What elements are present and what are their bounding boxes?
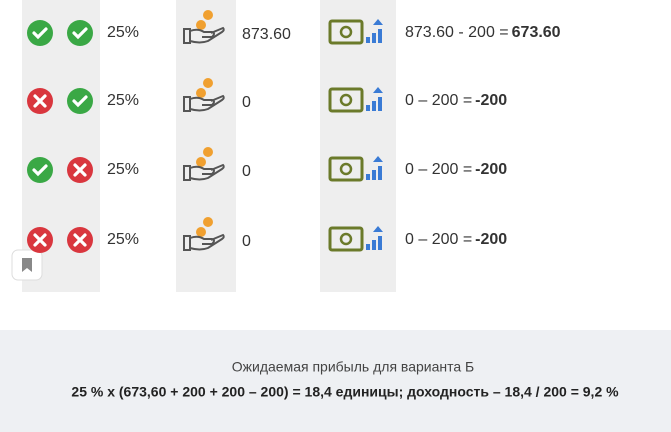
formula: 0 – 200 = xyxy=(405,161,472,178)
money-coin xyxy=(339,232,353,246)
check-mark xyxy=(72,27,88,40)
bookmark-button[interactable] xyxy=(11,249,43,281)
row: 25% 0 0 – 200 = -200 xyxy=(27,78,507,114)
formula: 0 – 200 = xyxy=(405,231,472,248)
hand-icon xyxy=(183,94,225,112)
result: -200 xyxy=(475,92,507,109)
summary-box xyxy=(0,330,671,432)
formula: 873.60 - 200 = xyxy=(405,24,509,41)
coin xyxy=(203,147,213,157)
check-mark xyxy=(32,27,48,40)
row: 25% 0 0 – 200 = -200 xyxy=(27,147,507,183)
money-coin xyxy=(339,25,353,39)
growth-arrow xyxy=(373,156,383,162)
payout: 873.60 xyxy=(242,26,291,43)
coin xyxy=(196,157,206,167)
growth-bar xyxy=(378,29,382,43)
check-mark xyxy=(32,164,48,177)
growth-bar xyxy=(366,244,370,250)
check-mark xyxy=(72,95,88,108)
result: 673.60 xyxy=(512,24,561,41)
coin xyxy=(203,78,213,88)
growth-bar xyxy=(372,170,376,180)
money-coin xyxy=(339,162,353,176)
growth-arrow xyxy=(373,87,383,93)
hand-icon xyxy=(183,26,225,44)
payout: 0 xyxy=(242,233,251,250)
coin xyxy=(196,227,206,237)
growth-bar xyxy=(372,240,376,250)
cross-mark xyxy=(33,233,47,247)
coin xyxy=(203,10,213,20)
probability: 25% xyxy=(107,161,139,178)
row: 25% 873.60 873.60 - 200 = 673.60 xyxy=(27,10,561,46)
growth-bar xyxy=(378,236,382,250)
formula: 0 – 200 = xyxy=(405,92,472,109)
growth-bar xyxy=(366,105,370,111)
formula-line: 0 – 200 = -200 xyxy=(405,231,507,248)
cross-mark xyxy=(33,94,47,108)
money-icon xyxy=(328,156,364,182)
hand-icon xyxy=(183,233,225,251)
summary-title: Ожидаемая прибыль для варианта Б xyxy=(232,359,474,375)
cross-mark xyxy=(73,233,87,247)
growth-bar xyxy=(378,166,382,180)
row: 25% 0 0 – 200 = -200 xyxy=(27,217,507,253)
formula-line: 0 – 200 = -200 xyxy=(405,92,507,109)
probability: 25% xyxy=(107,92,139,109)
bookmark-icon[interactable] xyxy=(22,258,32,272)
growth-bar xyxy=(366,37,370,43)
money-icon xyxy=(328,87,364,113)
formula-line: 0 – 200 = -200 xyxy=(405,161,507,178)
money-coin xyxy=(339,93,353,107)
coin xyxy=(196,88,206,98)
growth-bar xyxy=(366,174,370,180)
result: -200 xyxy=(475,161,507,178)
column-bg xyxy=(320,0,396,292)
payout: 0 xyxy=(242,94,251,111)
probability: 25% xyxy=(107,231,139,248)
payout: 0 xyxy=(242,163,251,180)
money-icon xyxy=(328,19,364,45)
rows: 25% 873.60 873.60 - 200 = 673.60 25% 0 0 – 200… xyxy=(27,10,561,253)
growth-arrow xyxy=(373,226,383,232)
formula-line: 873.60 - 200 = 673.60 xyxy=(405,24,561,41)
coin xyxy=(203,217,213,227)
probability: 25% xyxy=(107,24,139,41)
money-icon xyxy=(328,226,364,252)
coin xyxy=(196,20,206,30)
growth-bar xyxy=(378,97,382,111)
summary-text: 25 % x (673,60 + 200 + 200 – 200) = 18,4… xyxy=(71,384,619,400)
growth-arrow xyxy=(373,19,383,25)
cross-mark xyxy=(73,163,87,177)
result: -200 xyxy=(475,231,507,248)
hand-icon xyxy=(183,163,225,181)
growth-bar xyxy=(372,33,376,43)
growth-bar xyxy=(372,101,376,111)
